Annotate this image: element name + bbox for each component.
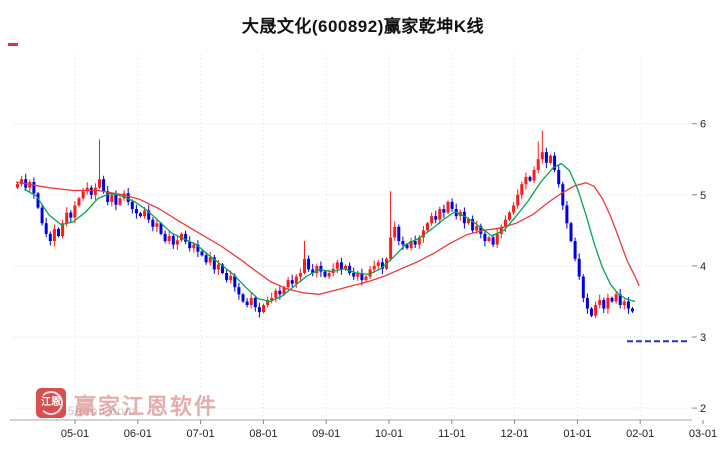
x-tick-label: 11-01 <box>438 428 465 440</box>
y-tick-label: 2 <box>700 403 706 415</box>
y-tick-label: 6 <box>700 119 706 131</box>
grid-layer <box>14 55 692 420</box>
ma-green-line <box>23 162 636 303</box>
candles-layer <box>16 130 634 319</box>
x-tick-label: 03-01 <box>689 428 717 440</box>
x-tick-label: 02-01 <box>626 428 654 440</box>
ma-red-line <box>15 181 640 295</box>
y-tick-label: 4 <box>700 261 706 273</box>
corner-marker-dash <box>8 43 18 46</box>
logo-swirl-decoration <box>39 391 63 415</box>
x-tick-label: 01-01 <box>563 428 591 440</box>
x-tick-label: 08-01 <box>249 428 277 440</box>
watermark-site-text: 55gann.com <box>60 404 137 418</box>
y-tick-label: 5 <box>700 190 706 202</box>
axes-layer: 05-01 06-01 07-01 08-01 09-01 10-01 11-01 12-01… <box>10 119 717 440</box>
x-tick-label: 06-01 <box>124 428 152 440</box>
brand-logo-icon: 江恩 <box>36 388 66 418</box>
x-tick-label: 09-01 <box>312 428 340 440</box>
watermark: 55gann.com 江恩 赢家江恩软件 <box>36 386 276 422</box>
brand-logo-text: 江恩 <box>41 397 61 408</box>
watermark-brand-text: 赢家江恩软件 <box>74 394 219 419</box>
x-tick-label: 12-01 <box>501 428 529 440</box>
x-tick-label: 07-01 <box>187 428 215 440</box>
x-tick-label: 05-01 <box>61 428 89 440</box>
chart-title: 大晟文化(600892)赢家乾坤K线 <box>241 17 485 36</box>
x-tick-label: 10-01 <box>375 428 403 440</box>
y-tick-label: 3 <box>700 332 706 344</box>
